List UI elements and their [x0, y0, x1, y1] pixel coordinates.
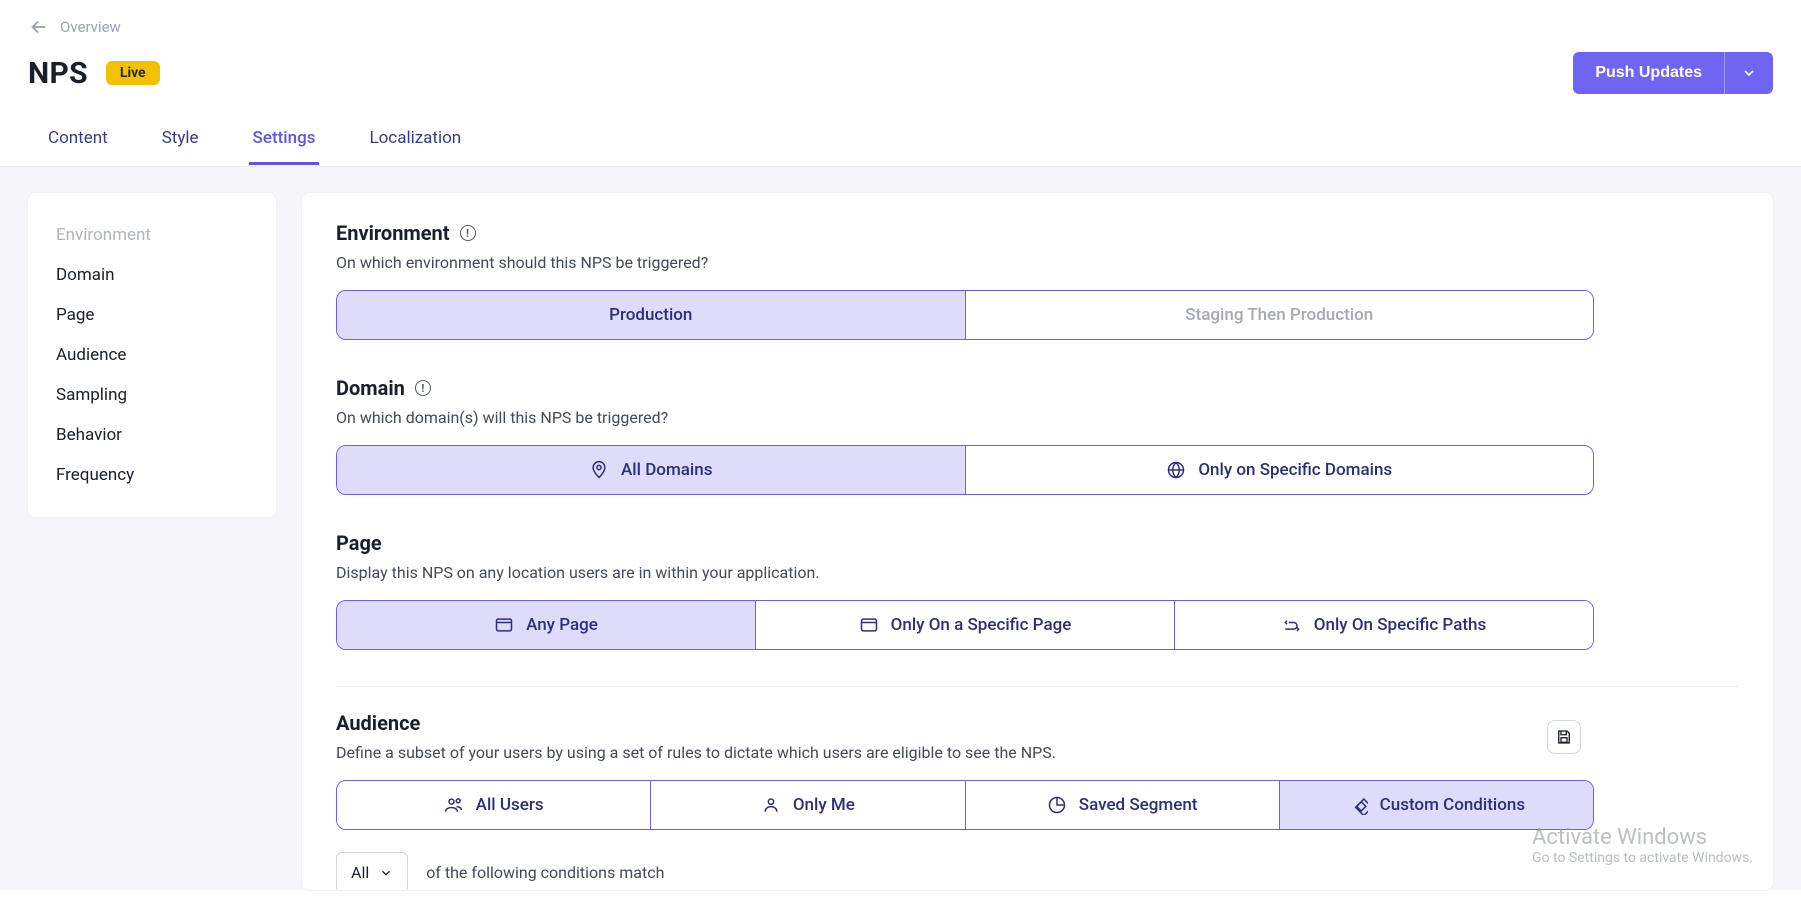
- conditions-match-row: All of the following conditions match: [336, 852, 1739, 890]
- segment-label: Only On a Specific Page: [891, 615, 1072, 635]
- diamond-icon: [1348, 795, 1368, 815]
- audience-option-saved-segment[interactable]: Saved Segment: [965, 781, 1279, 829]
- environment-segmented-control: Production Staging Then Production: [336, 290, 1594, 340]
- page-option-paths[interactable]: Only On Specific Paths: [1174, 601, 1593, 649]
- save-button[interactable]: [1547, 720, 1581, 754]
- section-environment: Environment ! On which environment shoul…: [336, 221, 1739, 340]
- page-segmented-control: Any Page Only On a Specific Page Only On…: [336, 600, 1594, 650]
- location-icon: [589, 460, 609, 480]
- tab-style[interactable]: Style: [158, 116, 203, 165]
- segment-label: Only Me: [793, 795, 855, 815]
- conditions-match-suffix: of the following conditions match: [426, 863, 664, 882]
- tabs: Content Style Settings Localization: [28, 116, 1773, 166]
- segment-label: All Users: [476, 795, 544, 815]
- section-desc-domain: On which domain(s) will this NPS be trig…: [336, 408, 1739, 427]
- pie-icon: [1047, 795, 1067, 815]
- sidebar-item-behavior[interactable]: Behavior: [50, 415, 254, 455]
- settings-main-panel: Environment ! On which environment shoul…: [302, 193, 1773, 890]
- section-divider: [336, 686, 1739, 687]
- windows-activation-watermark: Activate Windows Go to Settings to activ…: [1532, 825, 1753, 866]
- section-title-environment: Environment: [336, 221, 450, 245]
- segment-label: Custom Conditions: [1380, 795, 1525, 815]
- page-option-any[interactable]: Any Page: [337, 601, 755, 649]
- sidebar-item-domain[interactable]: Domain: [50, 255, 254, 295]
- back-arrow-icon: [28, 16, 50, 38]
- window-icon: [859, 615, 879, 635]
- domain-segmented-control: All Domains Only on Specific Domains: [336, 445, 1594, 495]
- tab-content[interactable]: Content: [44, 116, 112, 165]
- path-icon: [1282, 615, 1302, 635]
- section-desc-page: Display this NPS on any location users a…: [336, 563, 1739, 582]
- info-icon[interactable]: !: [460, 225, 476, 241]
- sidebar-item-frequency[interactable]: Frequency: [50, 455, 254, 495]
- content-area: Environment Domain Page Audience Samplin…: [0, 166, 1801, 890]
- sidebar-item-page[interactable]: Page: [50, 295, 254, 335]
- section-domain: Domain ! On which domain(s) will this NP…: [336, 376, 1739, 495]
- tab-settings[interactable]: Settings: [249, 116, 320, 165]
- section-title-page: Page: [336, 531, 382, 555]
- domain-option-all[interactable]: All Domains: [337, 446, 965, 494]
- sidebar-item-environment[interactable]: Environment: [50, 215, 254, 255]
- chevron-down-icon: [1741, 65, 1757, 81]
- save-icon: [1555, 728, 1573, 746]
- section-desc-audience: Define a subset of your users by using a…: [336, 743, 1739, 762]
- push-updates-button[interactable]: Push Updates: [1573, 52, 1724, 94]
- user-icon: [761, 795, 781, 815]
- watermark-title: Activate Windows: [1532, 825, 1753, 850]
- audience-segmented-control: All Users Only Me Saved Segment Custom C…: [336, 780, 1594, 830]
- title-row: NPS Live Push Updates: [28, 52, 1773, 94]
- section-audience: Audience Define a subset of your users b…: [336, 711, 1739, 890]
- environment-option-production[interactable]: Production: [337, 291, 965, 339]
- tab-localization[interactable]: Localization: [365, 116, 465, 165]
- audience-option-all-users[interactable]: All Users: [337, 781, 650, 829]
- globe-icon: [1166, 460, 1186, 480]
- section-desc-environment: On which environment should this NPS be …: [336, 253, 1739, 272]
- segment-label: Staging Then Production: [1185, 305, 1373, 325]
- audience-option-only-me[interactable]: Only Me: [650, 781, 964, 829]
- audience-option-custom[interactable]: Custom Conditions: [1279, 781, 1593, 829]
- conditions-match-select[interactable]: All: [336, 852, 408, 890]
- status-badge: Live: [106, 61, 160, 85]
- section-title-domain: Domain: [336, 376, 405, 400]
- push-updates-button-group: Push Updates: [1573, 52, 1773, 94]
- segment-label: Only On Specific Paths: [1314, 615, 1486, 635]
- push-updates-dropdown-button[interactable]: [1724, 52, 1773, 94]
- breadcrumb[interactable]: Overview: [28, 16, 1773, 38]
- segment-label: Any Page: [526, 615, 598, 635]
- segment-label: All Domains: [621, 460, 712, 480]
- domain-option-specific[interactable]: Only on Specific Domains: [965, 446, 1594, 494]
- segment-label: Saved Segment: [1079, 795, 1198, 815]
- top-bar: Overview NPS Live Push Updates Content S…: [0, 0, 1801, 166]
- sidebar-item-audience[interactable]: Audience: [50, 335, 254, 375]
- chevron-down-icon: [379, 866, 393, 880]
- page-option-specific[interactable]: Only On a Specific Page: [755, 601, 1174, 649]
- section-title-audience: Audience: [336, 711, 420, 735]
- sidebar-item-sampling[interactable]: Sampling: [50, 375, 254, 415]
- section-page: Page Display this NPS on any location us…: [336, 531, 1739, 650]
- settings-sidebar: Environment Domain Page Audience Samplin…: [28, 193, 276, 517]
- page-title: NPS: [28, 56, 88, 91]
- segment-label: Only on Specific Domains: [1198, 460, 1392, 480]
- environment-option-staging[interactable]: Staging Then Production: [965, 291, 1594, 339]
- segment-label: Production: [609, 305, 692, 325]
- info-icon[interactable]: !: [415, 380, 431, 396]
- watermark-subtitle: Go to Settings to activate Windows.: [1532, 850, 1753, 866]
- breadcrumb-label: Overview: [60, 18, 121, 36]
- users-icon: [444, 795, 464, 815]
- window-icon: [494, 615, 514, 635]
- select-value: All: [351, 863, 369, 882]
